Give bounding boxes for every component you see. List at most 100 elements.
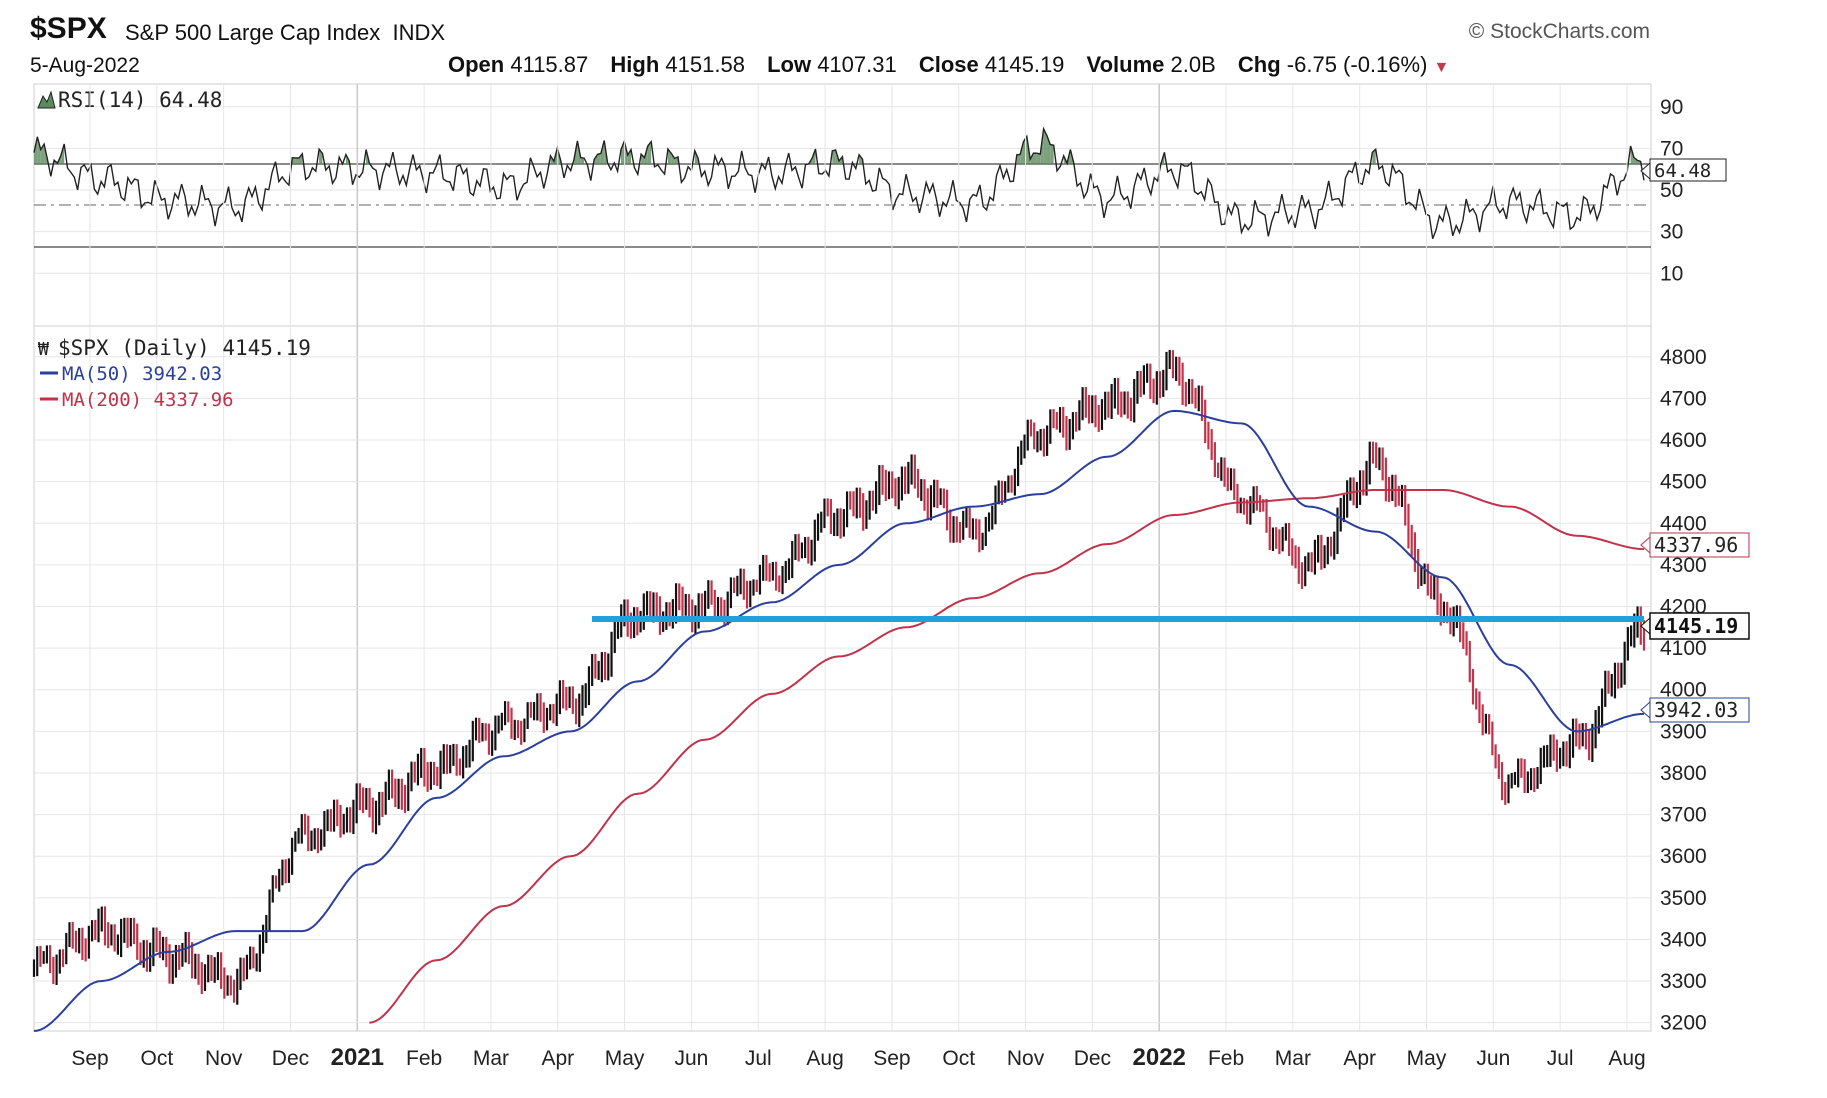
- close-value: 4145.19: [984, 52, 1065, 77]
- rsi-tick-label: 10: [1660, 262, 1683, 285]
- ma50-line: [33, 409, 1645, 1032]
- x-tick-label: Jun: [675, 1047, 709, 1070]
- x-tick-label: Sep: [71, 1047, 108, 1070]
- x-tick-label: May: [605, 1047, 645, 1070]
- x-tick-label: Feb: [406, 1047, 442, 1070]
- rsi-y-axis: 90 70 50 30 10: [1660, 96, 1683, 285]
- high-value: 4151.58: [665, 52, 745, 77]
- rsi-overbought-segment: [295, 157, 299, 164]
- ma200-legend-text: MA(200) 4337.96: [62, 389, 234, 411]
- x-tick-label: Jul: [1547, 1047, 1574, 1070]
- chart-date: 5-Aug-2022: [30, 54, 140, 77]
- chg-value: -6.75 (-0.16%): [1286, 52, 1428, 77]
- price-tick-label: 4400: [1660, 512, 1707, 535]
- x-tick-label: Oct: [942, 1047, 975, 1070]
- x-tick-label: Jul: [745, 1047, 772, 1070]
- price-tick-label: 3800: [1660, 762, 1707, 785]
- price-tick-label: 3400: [1660, 928, 1707, 951]
- rsi-overbought-segment: [597, 153, 601, 164]
- x-tick-label: Nov: [205, 1047, 243, 1070]
- rsi-overbought-segment: [832, 149, 836, 164]
- index-name: S&P 500 Large Cap Index INDX: [125, 20, 445, 46]
- rsi-legend-icon: [37, 90, 56, 109]
- x-tick-label: Jun: [1476, 1047, 1510, 1070]
- rsi-overbought-segment: [1016, 154, 1021, 164]
- rsi-tick-label: 90: [1660, 96, 1683, 119]
- rsi-overbought-segment: [1043, 128, 1047, 164]
- chg-label: Chg: [1237, 52, 1281, 77]
- rsi-tick-label: 70: [1660, 137, 1683, 160]
- brand-name[interactable]: StockCharts.com: [1490, 20, 1650, 43]
- x-axis: Sep Oct Nov Dec 2021 Feb Mar Apr May Jun Jul Aug Sep…: [71, 1044, 1645, 1071]
- rsi-overbought-segment: [620, 141, 625, 164]
- rsi-tick-label: 30: [1660, 221, 1683, 244]
- ma50-legend-text: MA(50) 3942.03: [62, 363, 222, 385]
- x-tick-label: Nov: [1007, 1047, 1045, 1070]
- open-label: Open: [448, 52, 505, 77]
- ma200-value-box: 4337.96: [1640, 532, 1750, 558]
- low-label: Low: [767, 52, 812, 77]
- x-tick-label: Aug: [806, 1047, 843, 1070]
- x-tick-label: Sep: [873, 1047, 910, 1070]
- brand[interactable]: © StockCharts.com: [1468, 20, 1650, 43]
- price-grid: [34, 84, 1651, 1031]
- x-tick-label: Mar: [473, 1047, 509, 1070]
- price-legend: ₩ $SPX (Daily) 4145.19 MA(50) 3942.03 MA…: [38, 336, 311, 411]
- rsi-overbought-segment: [1036, 153, 1041, 164]
- x-tick-label: Aug: [1608, 1047, 1645, 1070]
- price-legend-text: $SPX (Daily) 4145.19: [58, 336, 311, 360]
- volume-label: Volume: [1086, 52, 1165, 77]
- price-panel: [33, 325, 1652, 1032]
- rsi-overbought-fill: [34, 128, 1641, 164]
- price-tick-label: 4100: [1660, 637, 1707, 660]
- x-tick-label: 2022: [1133, 1044, 1186, 1071]
- close-label: Close: [918, 52, 979, 77]
- x-tick-label: Mar: [1275, 1047, 1311, 1070]
- exchange: INDX: [392, 20, 446, 45]
- rsi-line: [33, 126, 1645, 240]
- rsi-overbought-segment: [292, 157, 296, 164]
- rsi-overbought-segment: [627, 149, 632, 164]
- rsi-overbought-segment: [641, 154, 645, 164]
- price-tick-label: 3900: [1660, 720, 1707, 743]
- close-value-box: 4145.19: [1640, 612, 1750, 640]
- price-y-axis: 4800470046004500440043004200410040003900…: [1660, 346, 1707, 1035]
- ohlc-summary: Open 4115.87 High 4151.58 Low 4107.31 Cl…: [448, 52, 1449, 78]
- rsi-overbought-segment: [671, 153, 675, 164]
- x-tick-label: Dec: [1074, 1047, 1111, 1070]
- price-tick-label: 3300: [1660, 970, 1707, 993]
- rsi-grid: [34, 106, 1651, 274]
- price-tick-label: 4500: [1660, 471, 1707, 494]
- x-tick-label: Apr: [541, 1047, 574, 1070]
- x-tick-label: 2021: [331, 1044, 384, 1071]
- rsi-overbought-segment: [1050, 144, 1054, 164]
- rsi-overbought-segment: [1033, 153, 1037, 164]
- down-arrow-icon: ▼: [1433, 59, 1450, 76]
- rsi-value-text: 64.48: [1654, 160, 1711, 182]
- price-tick-label: 4000: [1660, 679, 1707, 702]
- price-bars: [32, 350, 1646, 1005]
- x-tick-label: May: [1407, 1047, 1447, 1070]
- price-tick-label: 4800: [1660, 346, 1707, 369]
- price-tick-label: 3500: [1660, 887, 1707, 910]
- chart-header: $SPX S&P 500 Large Cap Index INDX 5-Aug-…: [0, 0, 1827, 80]
- rsi-overbought-segment: [580, 157, 585, 164]
- price-tick-label: 3600: [1660, 845, 1707, 868]
- ma50-value-box: 3942.03: [1640, 697, 1750, 723]
- x-tick-label: Oct: [140, 1047, 173, 1070]
- price-tick-label: 4300: [1660, 554, 1707, 577]
- low-value: 4107.31: [817, 52, 897, 77]
- volume-value: 2.0B: [1170, 52, 1216, 77]
- price-tick-label: 3700: [1660, 804, 1707, 827]
- x-tick-label: Dec: [272, 1047, 309, 1070]
- rsi-overbought-segment: [1372, 149, 1376, 164]
- ma50-box-text: 3942.03: [1654, 698, 1738, 722]
- rsi-overbought-segment: [647, 141, 652, 164]
- x-tick-label: Apr: [1343, 1047, 1376, 1070]
- close-box-text: 4145.19: [1654, 614, 1738, 638]
- price-tick-label: 4700: [1660, 387, 1707, 410]
- rsi-overbought-segment: [859, 154, 863, 164]
- price-tick-label: 4600: [1660, 429, 1707, 452]
- open-value: 4115.87: [510, 52, 589, 77]
